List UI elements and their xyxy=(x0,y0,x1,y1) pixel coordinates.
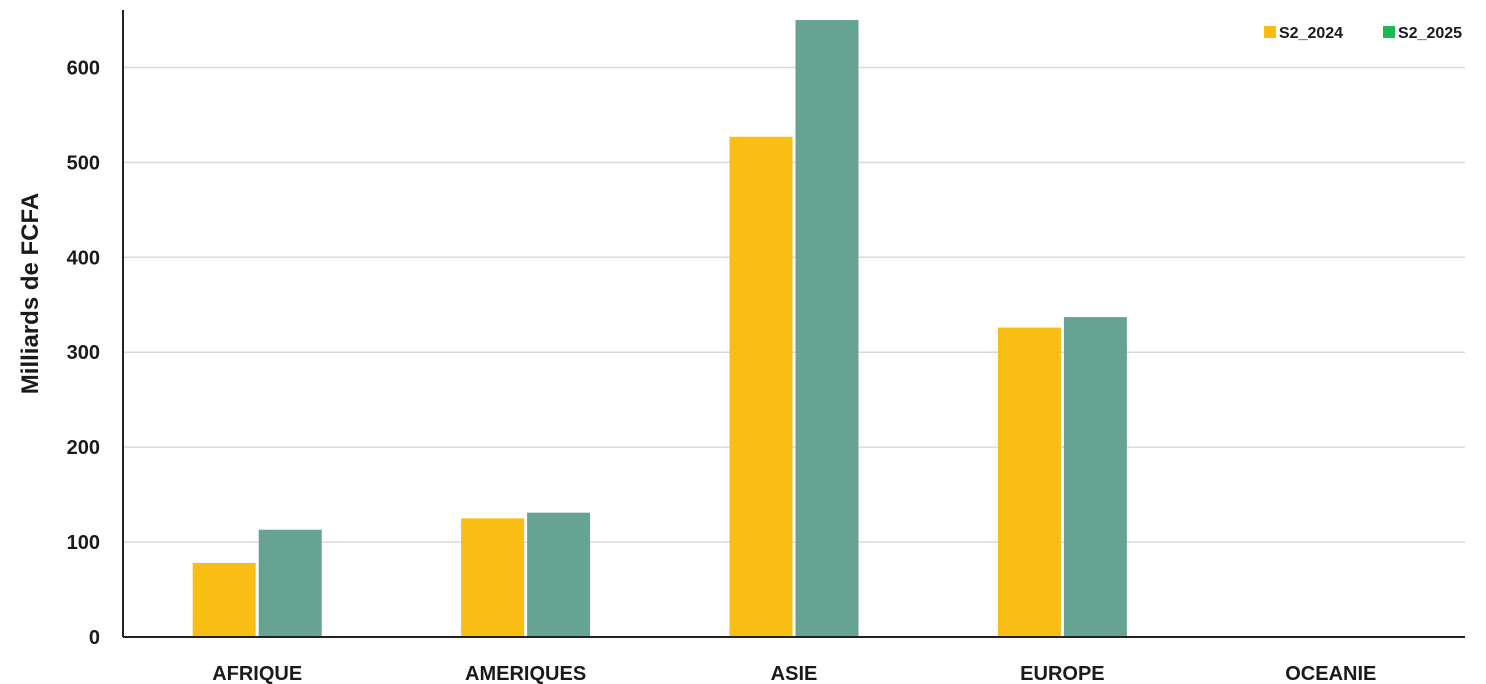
bar-s2-2024-ameriques xyxy=(461,518,525,637)
y-tick-label: 400 xyxy=(67,247,100,269)
x-tick-label: AMERIQUES xyxy=(465,663,586,684)
y-tick-label: 200 xyxy=(67,437,100,459)
y-tick-label: 300 xyxy=(67,342,100,364)
legend: S2_2024 S2_2025 xyxy=(1264,25,1462,42)
bar-s2-2025-ameriques xyxy=(527,512,591,637)
bar-s2-2024-asie xyxy=(729,136,793,638)
bar-s2-2025-europe xyxy=(1063,317,1127,637)
gridlines xyxy=(123,66,1465,543)
y-axis-title: Milliards de FCFA xyxy=(17,193,44,394)
bar-s2-2024-afrique xyxy=(192,562,256,637)
legend-swatch-s2-2025 xyxy=(1383,26,1395,38)
bar-s2-2024-europe xyxy=(997,327,1061,637)
x-tick-label: ASIE xyxy=(771,663,818,684)
y-tick-label: 600 xyxy=(67,57,100,79)
x-tick-label: AFRIQUE xyxy=(212,663,302,684)
legend-label-s2-2025: S2_2025 xyxy=(1398,25,1462,42)
x-tick-labels: AFRIQUE AMERIQUES ASIE EUROPE OCEANIE xyxy=(212,663,1376,684)
bar-s2-2025-asie xyxy=(795,20,859,637)
y-tick-label: 100 xyxy=(67,532,100,554)
y-tick-label: 0 xyxy=(89,627,100,649)
bar-s2-2025-afrique xyxy=(258,529,322,637)
x-tick-label: EUROPE xyxy=(1020,663,1104,684)
y-tick-labels: 0 100 200 300 400 500 600 xyxy=(67,57,100,649)
legend-label-s2-2024: S2_2024 xyxy=(1279,25,1343,42)
x-tick-label: OCEANIE xyxy=(1285,663,1376,684)
y-tick-label: 500 xyxy=(67,152,100,174)
legend-swatch-s2-2024 xyxy=(1264,26,1276,38)
bars xyxy=(192,20,1127,638)
